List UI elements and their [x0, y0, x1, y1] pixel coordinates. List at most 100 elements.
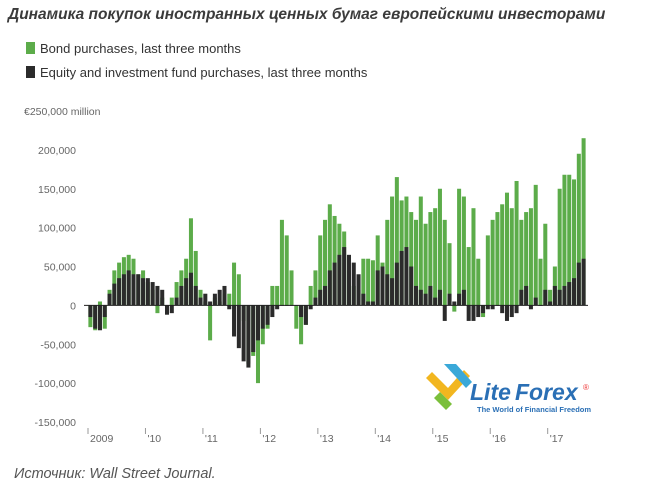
equity-bar [227, 305, 232, 310]
equity-bar [203, 293, 208, 306]
bond-bar [418, 196, 423, 306]
x-tick-label: '13 [320, 433, 334, 445]
bond-bar [466, 247, 471, 306]
bond-bar [548, 289, 553, 306]
bond-bar [428, 212, 433, 306]
y-tick-label: -50,000 [40, 339, 76, 351]
equity-bar [217, 289, 222, 306]
equity-bar [251, 305, 256, 353]
equity-bar [145, 278, 150, 306]
equity-bar [514, 305, 519, 314]
bond-bar [457, 188, 462, 306]
y-tick-label: 50,000 [44, 262, 76, 274]
bond-bar [394, 177, 399, 306]
x-axis-ticks: 2009 '10 '11 '12 '13 '14 '15 '16 '17 [87, 428, 564, 445]
equity-bar [346, 254, 351, 306]
equity-bar [126, 270, 131, 306]
bond-bar [576, 153, 581, 306]
equity-bar [572, 278, 577, 306]
equity-bar [299, 305, 304, 318]
equity-bar [193, 285, 198, 306]
equity-bar [308, 305, 313, 310]
bond-bar [208, 305, 213, 341]
bond-bar [294, 305, 299, 329]
liteforex-watermark: Lite Forex ® The World of Financial Free… [426, 364, 591, 414]
bond-bar [390, 196, 395, 306]
y-tick-label: 150,000 [38, 184, 76, 196]
x-tick-label: '17 [550, 433, 564, 445]
bond-bar [567, 174, 572, 306]
bond-bar [437, 188, 442, 306]
equity-bar [452, 301, 457, 306]
bond-bar [514, 180, 519, 306]
equity-bar [418, 289, 423, 306]
bond-bar [543, 223, 548, 306]
bond-bar [500, 204, 505, 306]
bond-bar [270, 285, 275, 306]
equity-bar [107, 293, 112, 306]
equity-bar [457, 293, 462, 306]
equity-bar [485, 305, 490, 310]
equity-bar [121, 274, 126, 306]
equity-bar [543, 289, 548, 306]
equity-bar [255, 305, 260, 341]
y-tick-label: 0 [70, 300, 76, 312]
equity-bar [567, 282, 572, 306]
equity-bar [188, 272, 193, 306]
equity-bar [380, 266, 385, 306]
legend-label-bond: Bond purchases, last three months [40, 40, 241, 56]
equity-bar [179, 285, 184, 306]
equity-bar [524, 285, 529, 306]
liteforex-logo-icon [426, 364, 472, 410]
equity-bar [136, 274, 141, 306]
x-tick-label: '11 [205, 433, 218, 445]
x-tick-label: '10 [147, 433, 161, 445]
bond-bar [495, 212, 500, 306]
equity-bar [466, 305, 471, 321]
equity-bar [414, 285, 419, 306]
bond-bar [366, 258, 371, 306]
bond-bar [538, 258, 543, 306]
bond-bar [509, 208, 514, 306]
equity-bar [97, 305, 102, 331]
equity-bar [370, 301, 375, 306]
bond-bar [370, 260, 375, 306]
bond-bar [504, 192, 509, 306]
equity-bar [562, 285, 567, 306]
legend-item-equity: Equity and investment fund purchases, la… [26, 62, 367, 82]
bond-bars [88, 138, 586, 384]
equity-bar [356, 274, 361, 306]
bond-bar [332, 215, 337, 306]
logo-brand-lite: Lite [470, 379, 511, 405]
bond-bar [476, 258, 481, 306]
equity-bar [155, 285, 160, 306]
x-tick-label: 2009 [90, 433, 114, 445]
equity-bar [102, 305, 107, 318]
bond-bar [97, 301, 102, 306]
bond-bar [461, 196, 466, 306]
bond-bar [447, 243, 452, 306]
bond-bar [519, 219, 524, 306]
bond-bar [174, 282, 179, 306]
equity-bar [490, 305, 495, 310]
equity-bar [332, 262, 337, 306]
x-tick-label: '15 [435, 433, 449, 445]
bond-bar [533, 184, 538, 306]
equity-bar [275, 305, 280, 310]
bond-bar [452, 305, 457, 312]
bond-bar [323, 219, 328, 306]
equity-bar [323, 285, 328, 306]
equity-bar [222, 285, 227, 306]
equity-bar [557, 289, 562, 306]
equity-bar [366, 301, 371, 306]
equity-bar [208, 301, 213, 306]
equity-bar [184, 278, 189, 306]
y-tick-label: 200,000 [38, 145, 76, 157]
equity-bar [404, 247, 409, 306]
x-tick-label: '14 [377, 433, 391, 445]
equity-bar [260, 305, 265, 329]
logo-brand-forex: Forex [515, 379, 579, 405]
bond-bar [232, 262, 237, 306]
equity-bar [351, 262, 356, 306]
